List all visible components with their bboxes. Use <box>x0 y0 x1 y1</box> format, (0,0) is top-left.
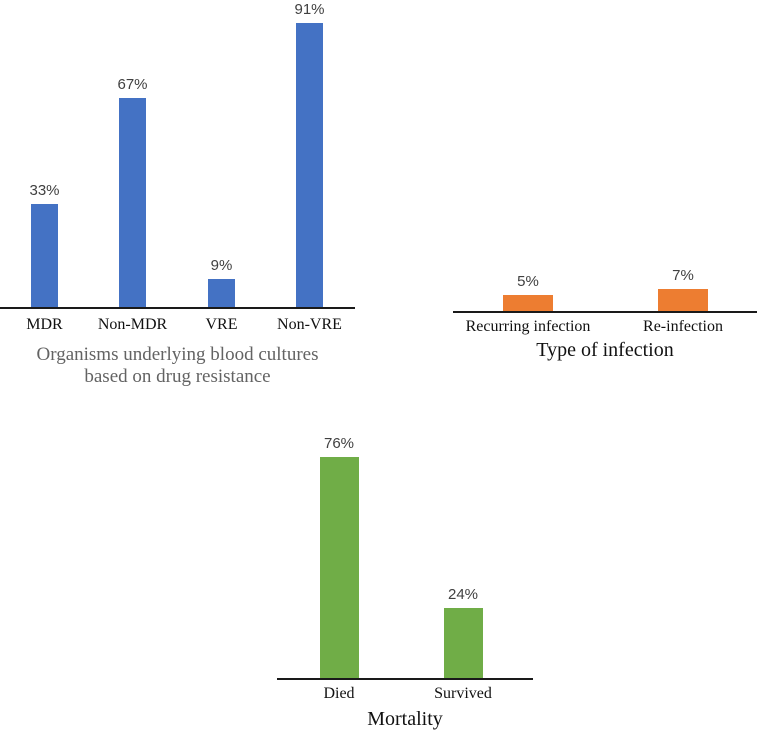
value-label-survived: 24% <box>447 586 479 603</box>
category-label-re-infection: Re-infection <box>643 318 723 335</box>
bar-died <box>319 457 359 678</box>
bar-survived <box>443 608 483 678</box>
chart-infection-type: 5% 7% Recurring infection Re-infection Typ… <box>453 0 757 380</box>
plot-area-infection-type: 5% 7% <box>453 0 757 311</box>
chart-mortality: 76% 24% Died Survived Mortality <box>277 420 533 732</box>
x-axis-title-mortality: Mortality <box>367 708 443 730</box>
value-label-mdr: 33% <box>29 182 60 199</box>
category-label-survived: Survived <box>434 685 492 702</box>
x-axis-drug-resistance <box>0 307 355 309</box>
bar-recurring-infection <box>503 295 553 311</box>
category-label-vre: VRE <box>205 316 238 333</box>
bar-non-mdr <box>119 98 146 307</box>
x-axis-mortality <box>277 678 533 680</box>
bar-mdr <box>31 204 58 307</box>
category-labels-drug-resistance: MDR Non-MDR VRE Non-VRE <box>0 316 355 338</box>
bar-vre <box>208 279 235 307</box>
x-axis-title-drug-resistance: Organisms underlying blood cultures base… <box>0 344 355 388</box>
value-label-non-vre: 91% <box>294 1 325 18</box>
x-axis-title-line-2: based on drug resistance <box>84 366 271 387</box>
value-label-vre: 9% <box>210 257 233 274</box>
value-label-recurring-infection: 5% <box>517 273 539 290</box>
category-labels-mortality: Died Survived <box>277 685 533 707</box>
bar-non-vre <box>296 23 323 307</box>
x-axis-title-infection-type: Type of infection <box>536 339 674 361</box>
category-label-recurring-infection: Recurring infection <box>465 318 591 335</box>
category-label-died: Died <box>323 685 355 702</box>
plot-area-mortality: 76% 24% <box>277 420 533 678</box>
x-axis-infection-type <box>453 311 757 313</box>
category-label-mdr: MDR <box>26 316 63 333</box>
value-label-non-mdr: 67% <box>117 76 148 93</box>
value-label-died: 76% <box>323 435 355 452</box>
plot-area-drug-resistance: 33% 67% 9% 91% <box>0 0 355 307</box>
category-label-non-mdr: Non-MDR <box>97 316 168 333</box>
category-label-non-vre: Non-VRE <box>277 316 342 333</box>
chart-drug-resistance: 33% 67% 9% 91% MDR Non-MDR VRE Non-VRE Organis… <box>0 0 355 400</box>
bar-re-infection <box>658 289 708 311</box>
x-axis-title-line-1: Organisms underlying blood cultures <box>36 344 319 365</box>
category-labels-infection-type: Recurring infection Re-infection <box>453 318 757 340</box>
value-label-re-infection: 7% <box>672 267 694 284</box>
